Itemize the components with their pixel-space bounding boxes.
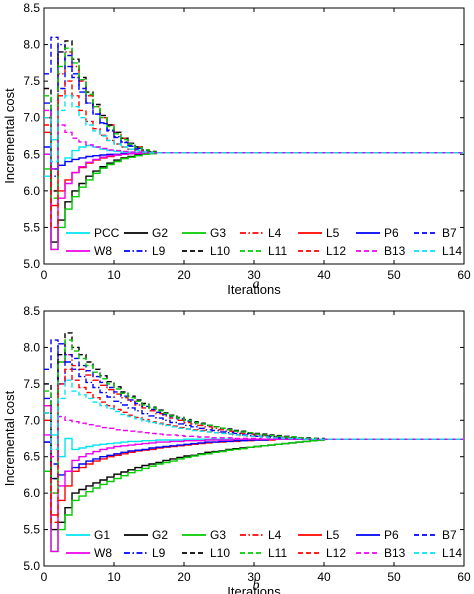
panel-caption: b (253, 578, 260, 593)
y-tick-label: 8.5 (23, 304, 40, 318)
panel-caption: a (253, 277, 260, 292)
series-line-l14 (44, 379, 464, 451)
y-tick-label: 5.5 (23, 523, 40, 537)
y-tick-label: 6.5 (23, 147, 40, 161)
legend-label-l14: L14 (442, 244, 462, 258)
legend-label-l4: L4 (268, 528, 282, 542)
y-tick-label: 8.0 (23, 340, 40, 354)
y-tick-label: 7.5 (23, 377, 40, 391)
legend-label-b13: B13 (384, 244, 406, 258)
legend-label-p6: P6 (384, 528, 399, 542)
x-axis-label: Iterations (227, 282, 281, 297)
legend-label-w8: W8 (94, 546, 112, 560)
legend-label-l10: L10 (210, 244, 230, 258)
legend-label-g1: G1 (94, 528, 110, 542)
y-axis-label: Incremental cost (2, 390, 17, 486)
chart-panel-a: 0 10 20 30 40 50 60 5.0 5.5 6.0 6.5 7.0 7.5 8.0 8.5 Ite… (2, 1, 471, 297)
x-tick-label: 20 (177, 570, 191, 584)
legend-label-g2: G2 (152, 528, 168, 542)
legend-label-w8: W8 (94, 244, 112, 258)
y-tick-label: 8.0 (23, 38, 40, 52)
legend-label-l9: L9 (152, 546, 166, 560)
legend-label-b13: B13 (384, 546, 406, 560)
legend-label-l5: L5 (326, 528, 340, 542)
legend-label-l11: L11 (268, 244, 287, 258)
x-axis-label: Iterations (227, 584, 281, 594)
y-tick-label: 7.5 (23, 74, 40, 88)
legend-label-b7: B7 (442, 528, 457, 542)
legend-label-pcc: PCC (94, 226, 120, 240)
legend-label-l14: L14 (442, 546, 462, 560)
legend-label-l12: L12 (326, 244, 346, 258)
legend-label-l11: L11 (268, 546, 287, 560)
x-tick-label: 50 (387, 268, 401, 282)
x-tick-label: 40 (317, 268, 331, 282)
x-tick-label: 30 (247, 268, 261, 282)
y-axis-label: Incremental cost (2, 88, 17, 184)
x-tick-label: 0 (41, 570, 48, 584)
y-tick-label: 5.5 (23, 220, 40, 234)
x-tick-label: 20 (177, 268, 191, 282)
legend-label-l9: L9 (152, 244, 166, 258)
x-tick-label: 40 (317, 570, 331, 584)
y-tick-label: 5.0 (23, 257, 40, 271)
legend: G1 G2 G3 L4 L5 P6 B7 W8 L9 L10 L11 L12 B13 L14 (66, 528, 462, 560)
legend-label-l12: L12 (326, 546, 346, 560)
legend-label-l10: L10 (210, 546, 230, 560)
legend-label-g2: G2 (152, 226, 168, 240)
x-tick-label: 60 (457, 570, 471, 584)
series-group (44, 332, 464, 553)
x-tick-label: 30 (247, 570, 261, 584)
series-line-l14 (44, 95, 464, 163)
x-tick-label: 0 (41, 268, 48, 282)
legend-label-g3: G3 (210, 528, 226, 542)
chart-panel-b: 0 10 20 30 40 50 60 5.0 5.5 6.0 6.5 7.0 7.5 8.0 8.5 Ite… (2, 304, 471, 594)
x-tick-label: 60 (457, 268, 471, 282)
legend-label-g3: G3 (210, 226, 226, 240)
legend-label-b7: B7 (442, 226, 457, 240)
y-tick-label: 5.0 (23, 559, 40, 573)
series-line-l12 (44, 368, 464, 523)
series-group (44, 36, 464, 251)
y-tick-label: 6.0 (23, 184, 40, 198)
legend-label-p6: P6 (384, 226, 399, 240)
legend-label-l5: L5 (326, 226, 340, 240)
x-tick-label: 50 (387, 570, 401, 584)
y-tick-label: 6.5 (23, 450, 40, 464)
x-tick-label: 10 (107, 570, 121, 584)
x-tick-label: 10 (107, 268, 121, 282)
y-tick-label: 8.5 (23, 1, 40, 15)
y-tick-label: 7.0 (23, 413, 40, 427)
y-tick-label: 6.0 (23, 486, 40, 500)
legend: PCC G2 G3 L4 L5 P6 B7 W8 L9 L10 L11 L12 B13 L14 (66, 226, 462, 258)
legend-label-l4: L4 (268, 226, 282, 240)
y-tick-label: 7.0 (23, 111, 40, 125)
